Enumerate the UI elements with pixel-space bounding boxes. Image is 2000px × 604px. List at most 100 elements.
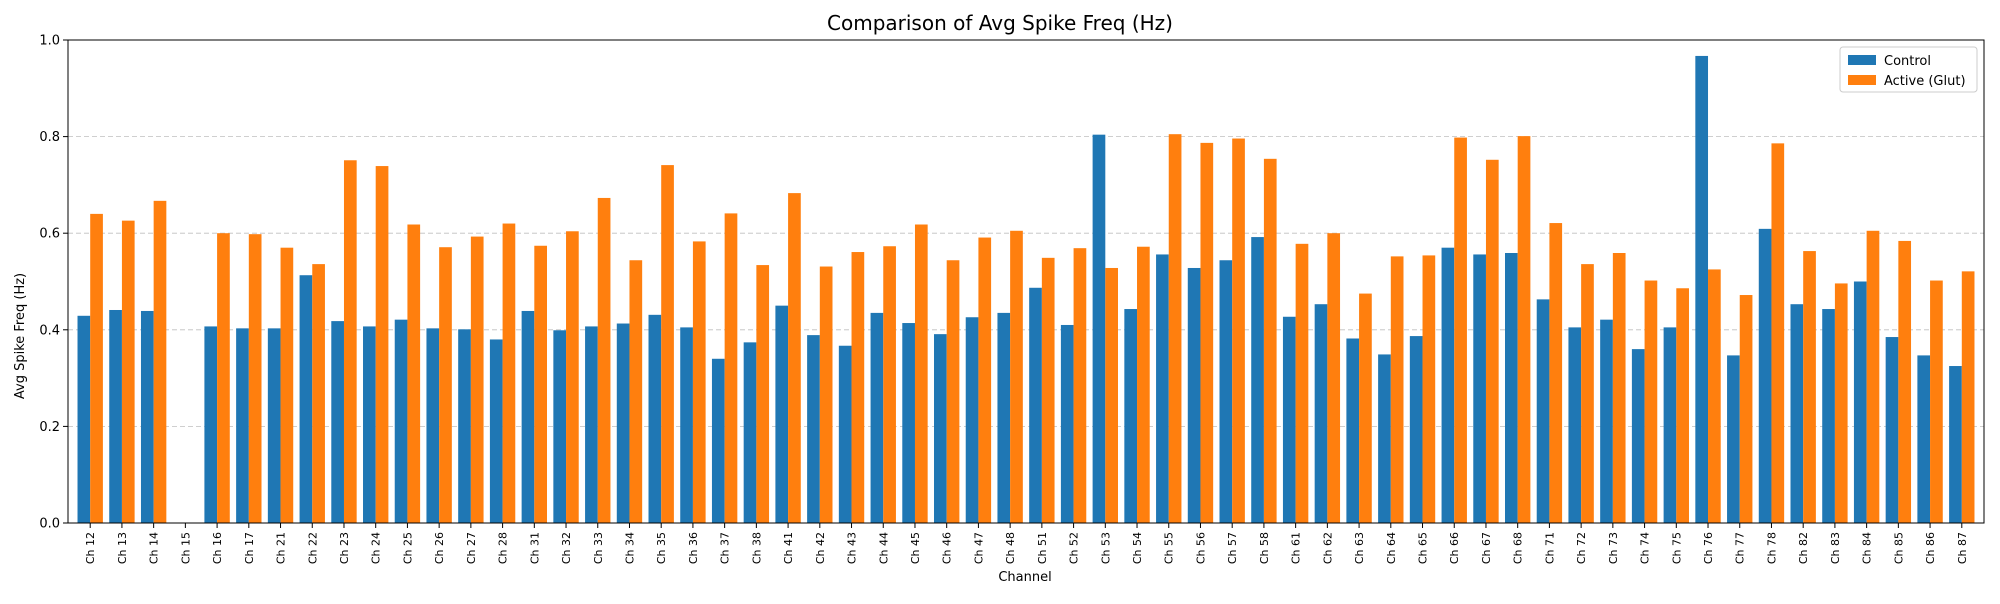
x-tick-label: Ch 13: [116, 532, 129, 564]
bar-control: [458, 329, 471, 523]
bar-active-glut: [1676, 288, 1689, 523]
bar-active-glut: [534, 245, 547, 523]
bar-active-glut: [851, 252, 865, 524]
x-tick-label: Ch 58: [1258, 532, 1271, 564]
x-tick-label: Ch 25: [401, 532, 414, 564]
bar-control: [807, 335, 820, 523]
bar-control: [1282, 316, 1296, 523]
bar-control: [1727, 355, 1740, 523]
bar-active-glut: [883, 246, 896, 523]
x-tick-label: Ch 17: [243, 532, 256, 564]
bar-active-glut: [1010, 230, 1023, 523]
bar-control: [997, 312, 1011, 523]
y-tick-label: 0.4: [39, 323, 60, 338]
legend-label: Control: [1884, 54, 1931, 69]
bar-control: [1156, 254, 1169, 523]
bar-active-glut: [248, 234, 262, 523]
bar-active-glut: [1390, 256, 1404, 523]
bar-control: [394, 319, 408, 523]
bar-control: [489, 339, 503, 523]
bar-control: [1885, 337, 1899, 523]
bar-active-glut: [439, 247, 452, 523]
bar-control: [299, 275, 313, 523]
y-axis-label: Avg Spike Freq (Hz): [13, 273, 28, 399]
bar-control: [1853, 281, 1867, 523]
x-tick-label: Ch 53: [1099, 532, 1112, 564]
x-tick-label: Ch 83: [1829, 532, 1842, 564]
x-tick-label: Ch 84: [1861, 532, 1874, 564]
x-tick-label: Ch 86: [1924, 532, 1937, 564]
bar-control: [1314, 304, 1328, 523]
y-axis: 0.0 0.2 0.4 0.6 0.8 1.0: [39, 34, 68, 532]
bar-active-glut: [1612, 253, 1626, 524]
x-tick-label: Ch 21: [275, 532, 288, 564]
bar-active-glut: [1105, 267, 1118, 523]
x-tick-label: Ch 41: [782, 532, 795, 564]
x-tick-label: Ch 14: [148, 532, 161, 564]
x-tick-label: Ch 33: [592, 532, 605, 564]
x-tick-label: Ch 52: [1068, 532, 1081, 564]
x-tick-label: Ch 61: [1290, 532, 1303, 564]
bar-active-glut: [1137, 246, 1150, 523]
bar-active-glut: [724, 213, 738, 523]
y-tick-label: 0.0: [39, 517, 60, 532]
bar-control: [1029, 287, 1042, 523]
plot-frame: [67, 39, 1985, 524]
x-tick-label: Ch 72: [1575, 532, 1588, 564]
bar-active-glut: [1581, 264, 1594, 523]
bar-active-glut: [914, 224, 928, 524]
x-tick-label: Ch 31: [528, 532, 541, 564]
bar-active-glut: [312, 264, 325, 523]
bar-control: [870, 312, 884, 523]
bar-active-glut: [1898, 240, 1912, 524]
bar-control: [965, 317, 979, 523]
bar-active-glut: [1485, 159, 1499, 523]
bar-control: [743, 342, 757, 523]
bar-control: [1949, 366, 1962, 523]
bar-control: [1092, 134, 1106, 523]
bar-control: [426, 328, 440, 523]
bar-control: [1822, 309, 1835, 523]
bar-control: [1219, 260, 1233, 523]
bar-active-glut: [692, 241, 706, 523]
bar-active-glut: [756, 265, 770, 523]
x-tick-label: Ch 71: [1543, 532, 1556, 564]
bar-active-glut: [819, 266, 833, 523]
bar-control: [1124, 309, 1138, 523]
bar-control: [680, 327, 693, 523]
bar-control: [1441, 247, 1455, 523]
bar-control: [1409, 336, 1423, 523]
bar-control: [1917, 355, 1931, 523]
x-tick-label: Ch 26: [433, 532, 446, 564]
bar-active-glut: [661, 165, 674, 524]
bar-active-glut: [978, 237, 992, 523]
bar-active-glut: [1930, 280, 1943, 523]
bar-control: [331, 321, 344, 523]
x-tick-label: Ch 24: [370, 532, 383, 564]
x-tick-label: Ch 36: [687, 532, 700, 564]
bar-active-glut: [1803, 251, 1816, 524]
bar-control: [1631, 349, 1645, 523]
bar-control: [1568, 327, 1582, 523]
x-tick-label: Ch 43: [846, 532, 859, 564]
bar-active-glut: [1041, 257, 1055, 523]
bar-control: [363, 326, 376, 523]
bar-active-glut: [1961, 271, 1975, 523]
y-tick-label: 0.8: [39, 130, 60, 145]
x-tick-label: Ch 62: [1321, 532, 1334, 564]
legend-label: Active (Glut): [1884, 74, 1966, 89]
bar-control: [838, 345, 852, 523]
x-tick-label: Ch 44: [877, 532, 890, 564]
bar-control: [934, 334, 947, 523]
bar-control: [236, 328, 249, 523]
bar-active-glut: [1739, 295, 1753, 523]
bar-control: [77, 315, 91, 523]
bar-active-glut: [407, 224, 421, 524]
x-tick-label: Ch 22: [306, 532, 319, 564]
bar-control: [204, 326, 218, 523]
bar-active-glut: [153, 200, 167, 524]
bar-active-glut: [946, 260, 960, 523]
bar-control: [1473, 254, 1486, 523]
bar-control: [553, 330, 567, 523]
x-tick-label: Ch 46: [941, 532, 954, 564]
